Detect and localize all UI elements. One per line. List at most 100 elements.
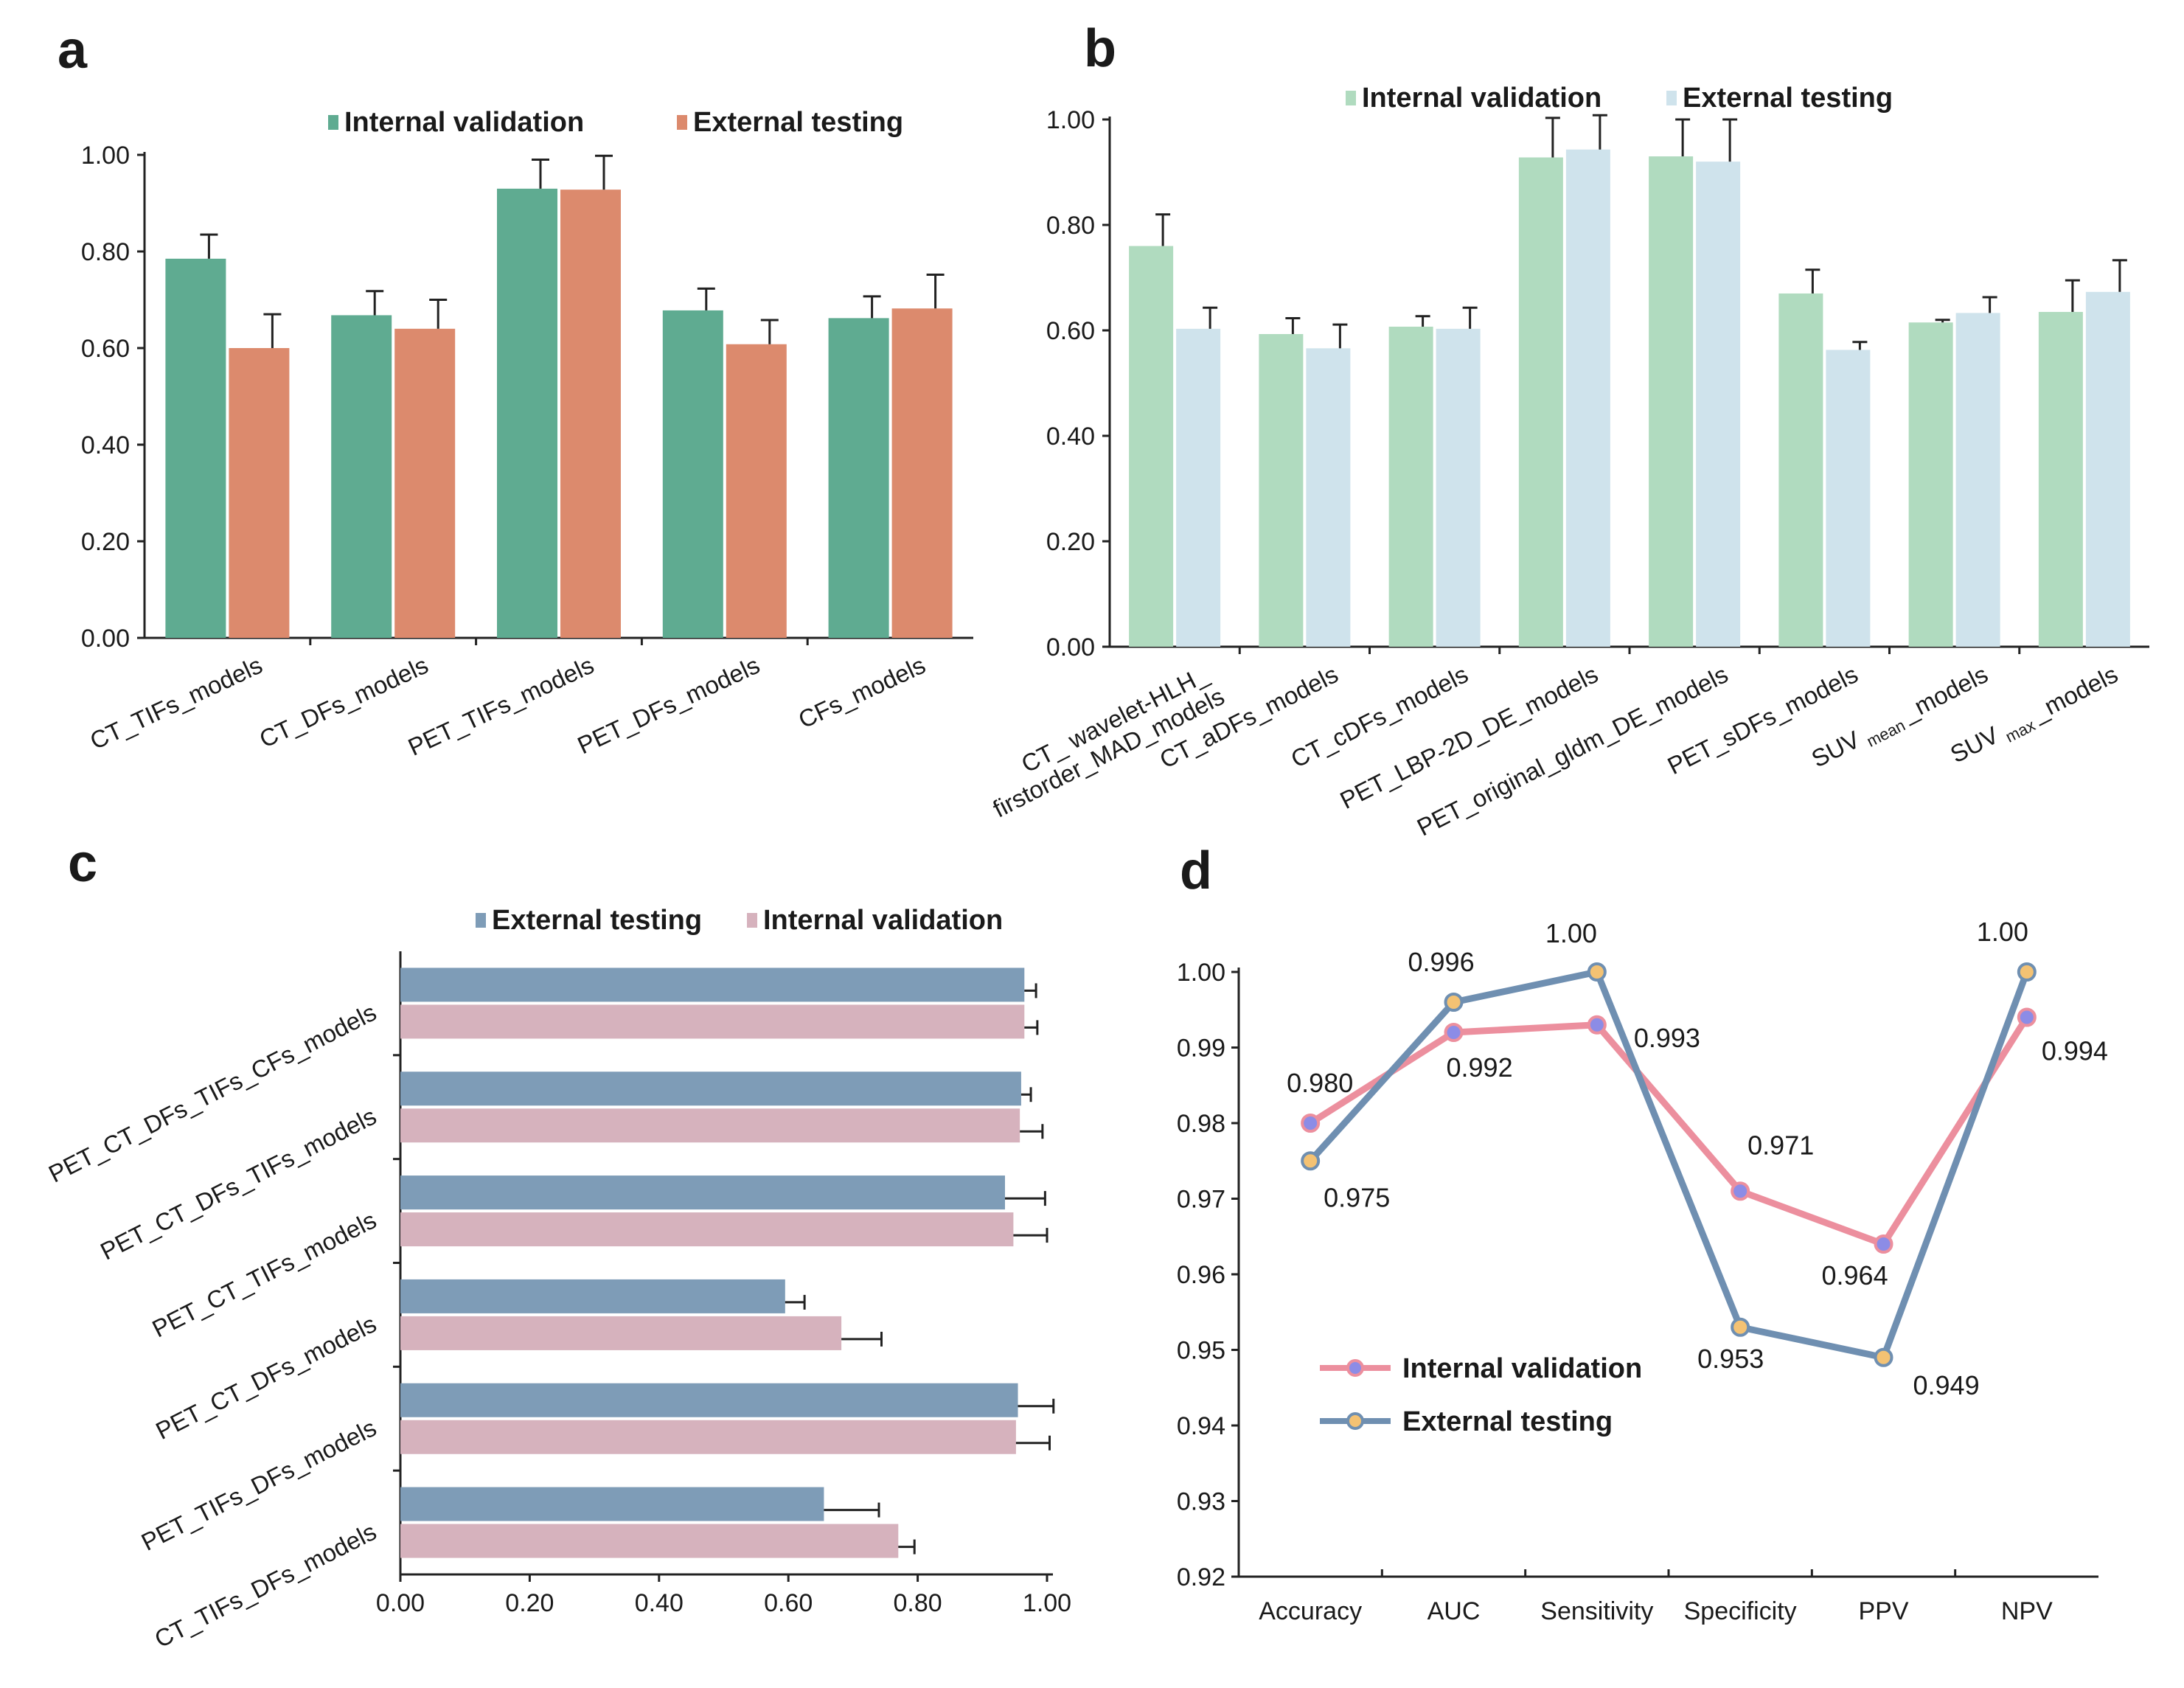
bar-internal (1908, 322, 1953, 647)
data-point-internal (1301, 1114, 1321, 1133)
value-label: 0.992 (1447, 1052, 1513, 1083)
bar-internal (1649, 156, 1694, 647)
y-tick-label: 0.98 (1177, 1110, 1225, 1138)
series-line-external (1307, 968, 2031, 1361)
data-point-internal (1731, 1181, 1750, 1201)
bar-external (1696, 161, 1741, 647)
bar-external (1436, 328, 1481, 647)
legend-swatch (677, 115, 687, 130)
bar-external (229, 348, 290, 638)
bar-external (400, 1175, 1005, 1210)
data-point-external (1731, 1317, 1750, 1337)
legend-label: Internal validation (344, 107, 584, 138)
panel-letter: c (68, 834, 97, 893)
legend-label: Internal validation (1362, 83, 1602, 114)
legend-swatch (1346, 91, 1356, 105)
data-point-external (1444, 993, 1464, 1012)
x-tick-label: NPV (2001, 1597, 2053, 1625)
data-point-external (2017, 962, 2037, 982)
value-label: 0.993 (1634, 1023, 1700, 1053)
bar-internal (1778, 293, 1823, 647)
bar-internal (1388, 326, 1433, 647)
legend-label: External testing (1683, 83, 1893, 114)
y-tick-label: 0.92 (1177, 1563, 1225, 1591)
bar-internal (2038, 311, 2083, 647)
data-point-external (1301, 1151, 1321, 1171)
y-tick-label: 0.60 (81, 335, 130, 363)
bar-external (400, 1487, 824, 1521)
legend-swatch (747, 913, 757, 928)
y-tick-label: 0.80 (81, 238, 130, 266)
legend-swatch (476, 913, 486, 928)
y-tick-label: 0.97 (1177, 1186, 1225, 1214)
y-tick-label: 1.00 (81, 142, 130, 170)
y-tick-label: 0.94 (1177, 1412, 1225, 1440)
panel-letter: d (1180, 841, 1212, 900)
y-tick-label: 0.00 (81, 625, 130, 653)
bar-internal (1518, 157, 1563, 647)
legend-marker (1346, 1412, 1364, 1430)
bar-external (1565, 149, 1610, 647)
legend-swatch (328, 115, 338, 130)
bar-external (560, 190, 621, 638)
value-label: 1.00 (1977, 917, 2028, 947)
x-tick-label: Specificity (1684, 1597, 1797, 1625)
value-label: 0.980 (1287, 1068, 1353, 1098)
x-tick-label: 0.00 (376, 1589, 425, 1617)
data-point-internal (2017, 1007, 2037, 1027)
bar-external (1306, 348, 1351, 647)
value-label: 1.00 (1545, 918, 1597, 948)
value-label: 0.953 (1697, 1344, 1764, 1374)
y-tick-label: 0.95 (1177, 1337, 1225, 1365)
legend-marker (1346, 1359, 1364, 1377)
bar-internal (400, 1108, 1020, 1143)
x-tick-label: 1.00 (1023, 1589, 1071, 1617)
value-label: 0.971 (1747, 1130, 1814, 1160)
y-tick-label: 1.00 (1177, 959, 1225, 987)
bar-internal (400, 1420, 1016, 1454)
bar-external (400, 1383, 1018, 1417)
legend-label: External testing (693, 107, 903, 138)
data-point-internal (1874, 1234, 1893, 1254)
bar-external (1955, 313, 2000, 647)
panel-letter: b (1084, 19, 1116, 78)
legend-label: External testing (1402, 1406, 1613, 1437)
bar-external (400, 1072, 1021, 1106)
y-tick-label: 0.60 (1046, 317, 1095, 345)
data-point-internal (1444, 1023, 1464, 1042)
bar-internal (400, 1524, 899, 1558)
y-tick-label: 0.80 (1046, 212, 1095, 240)
value-label: 0.996 (1408, 947, 1475, 977)
panel-a-chart: a0.000.200.400.600.801.00CT_TIFs_modelsC… (58, 21, 973, 761)
y-tick-label: 0.93 (1177, 1488, 1225, 1516)
x-tick-label: AUC (1427, 1597, 1481, 1625)
x-tick-label: Accuracy (1259, 1597, 1362, 1625)
x-tick-label: 0.20 (505, 1589, 554, 1617)
bar-internal (400, 1004, 1025, 1039)
panel-c-chart: c0.00 0.20 0.40 0.60 0.80 1.00PET_CT_DFs_TIFs… (44, 834, 1071, 1653)
bar-internal (828, 318, 889, 638)
bar-external (2085, 291, 2130, 647)
series-line-internal (1308, 1015, 2030, 1248)
legend-label: External testing (492, 905, 702, 936)
value-label: 0.994 (2042, 1036, 2108, 1066)
bar-internal (497, 188, 557, 639)
bar-internal (331, 315, 392, 638)
x-tick-label: 0.40 (635, 1589, 684, 1617)
bar-internal (1129, 246, 1174, 647)
bar-internal (662, 310, 723, 638)
legend-swatch (1666, 91, 1677, 105)
bar-external (726, 344, 787, 638)
bar-internal (165, 258, 226, 638)
x-tick-label: 0.60 (764, 1589, 813, 1617)
y-tick-label: 0.20 (81, 528, 130, 556)
bar-external (891, 308, 953, 638)
y-tick-label: 1.00 (1046, 106, 1095, 134)
bar-external (400, 1279, 785, 1313)
value-label: 0.964 (1822, 1260, 1888, 1291)
data-point-external (1587, 962, 1607, 982)
x-tick-label: PPV (1858, 1597, 1908, 1625)
